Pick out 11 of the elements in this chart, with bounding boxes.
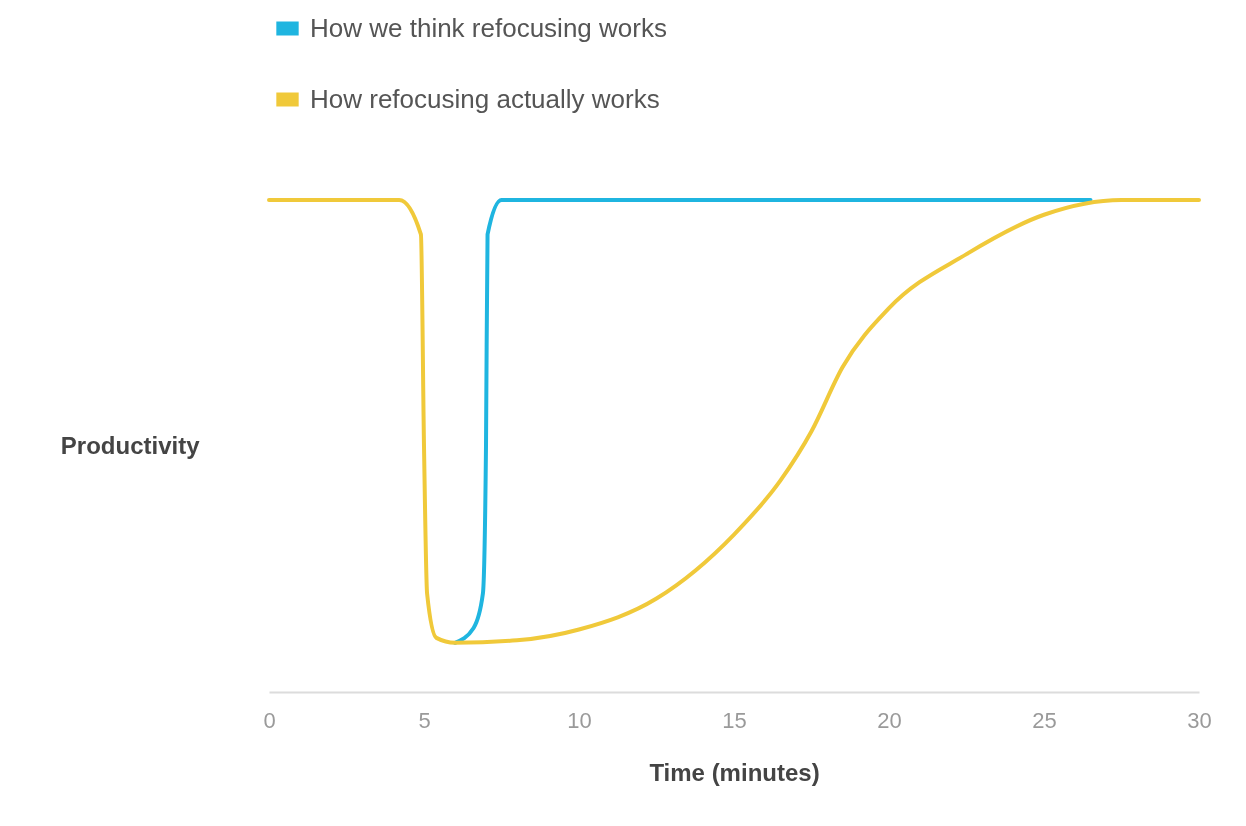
x-tick-label: 5: [418, 707, 431, 733]
x-tick-label: 0: [263, 707, 276, 733]
x-tick-label: 20: [877, 707, 902, 733]
x-tick-label: 25: [1032, 707, 1057, 733]
legend-label: How refocusing actually works: [310, 83, 660, 114]
x-tick-label: 30: [1187, 707, 1212, 733]
x-tick-label: 15: [722, 707, 747, 733]
y-axis-title: Productivity: [60, 431, 201, 459]
x-tick-label: 10: [567, 707, 592, 733]
x-axis-title: Time (minutes): [649, 758, 820, 786]
legend-label: How we think refocusing works: [310, 12, 667, 43]
